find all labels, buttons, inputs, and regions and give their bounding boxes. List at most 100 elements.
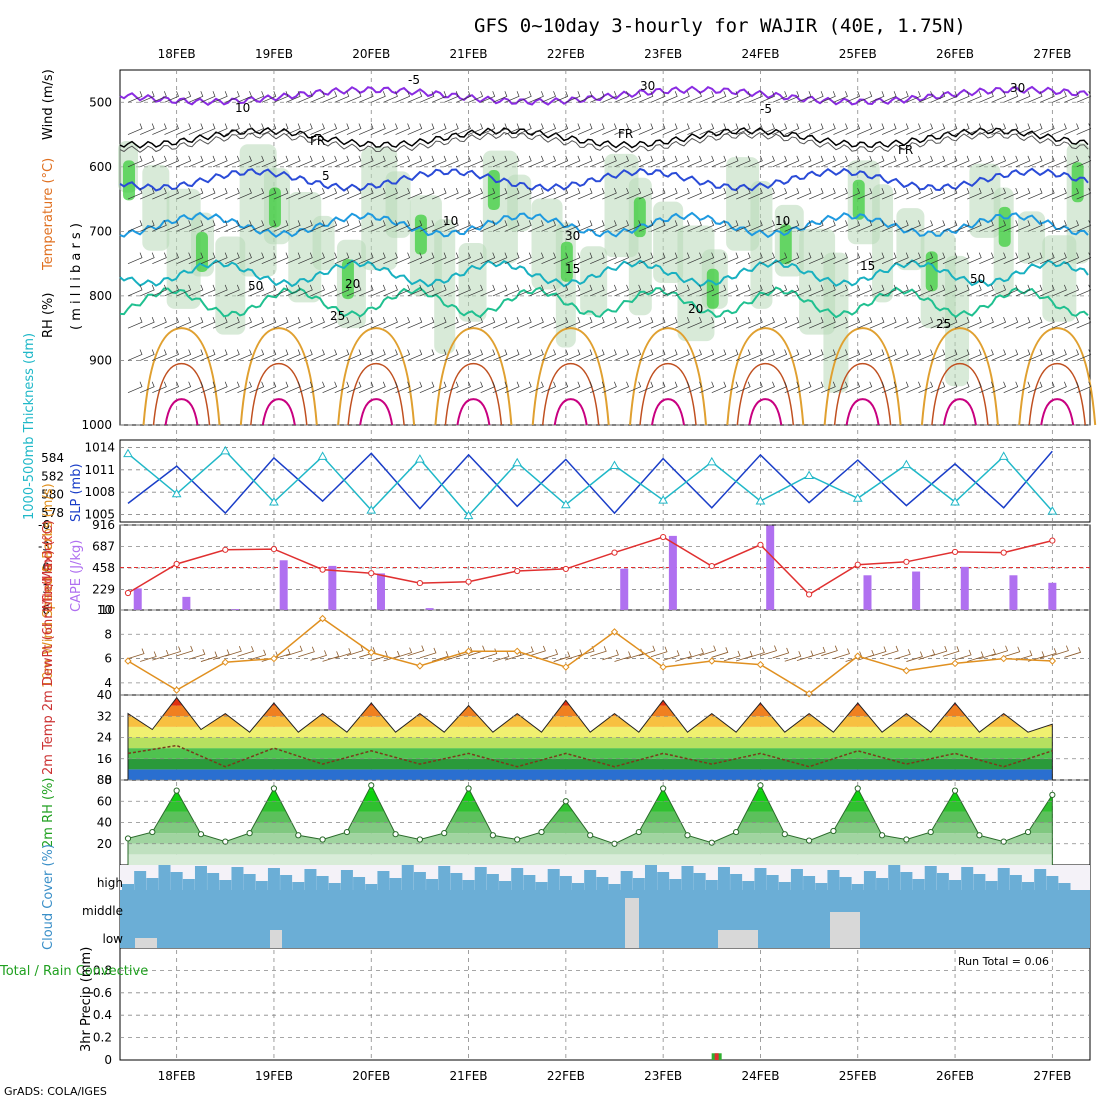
wind-barb xyxy=(237,91,252,103)
thickness-line-point xyxy=(852,493,863,502)
wind-barb xyxy=(881,123,897,135)
cloud-high-bar xyxy=(401,865,414,890)
wind-barb xyxy=(1003,220,1019,232)
wind-barb xyxy=(1052,187,1067,200)
wind10m-barb xyxy=(881,645,899,657)
wind-barb xyxy=(261,187,277,200)
rh-point xyxy=(854,785,861,792)
wind-barb xyxy=(407,155,423,168)
wind-barb xyxy=(395,381,411,394)
wind-barb xyxy=(200,123,216,135)
temperature-panel: 40 32 24 16 8 xyxy=(97,688,1090,787)
wind-barb xyxy=(322,220,338,232)
wind-barb xyxy=(152,91,167,103)
wind-barb xyxy=(748,91,763,103)
wind-barb xyxy=(967,220,982,232)
wind-barb xyxy=(200,284,216,297)
wind-barb xyxy=(261,349,277,361)
wind-barb xyxy=(857,317,873,329)
wind-barb xyxy=(1040,349,1055,361)
wind-barb xyxy=(748,252,763,264)
wind-barb xyxy=(1052,91,1067,103)
wind-barb xyxy=(176,349,192,361)
wind-barb xyxy=(784,349,800,361)
wind-barb xyxy=(979,252,994,264)
wind-barb xyxy=(358,381,374,394)
wind-barb xyxy=(553,252,569,264)
wind-barb xyxy=(225,155,240,168)
isotherm-30-arch xyxy=(651,398,686,426)
wind-barb xyxy=(140,155,155,168)
wind-barb xyxy=(711,317,727,329)
wind-barb xyxy=(735,220,751,232)
wind-barb xyxy=(553,349,569,361)
precip-panel: 0.8 0.6 0.4 0.2 0 xyxy=(93,963,1090,1067)
wind-barb xyxy=(991,155,1006,168)
wind-barb xyxy=(663,91,678,103)
wind-barb xyxy=(188,187,204,200)
wind-barb xyxy=(529,381,544,394)
isotherm-freezing xyxy=(119,127,1089,149)
wind-barb xyxy=(164,284,179,297)
wind-barb xyxy=(383,252,398,264)
wind-barb xyxy=(444,91,459,103)
cloud-level-middle: middle xyxy=(82,904,123,918)
wind-barb xyxy=(431,252,447,264)
wind-barb xyxy=(906,187,921,200)
wind-barb xyxy=(845,349,861,361)
wind-barb xyxy=(687,187,702,200)
wind10m-barb xyxy=(808,646,826,658)
wind-barb xyxy=(212,317,228,329)
wind-barb xyxy=(504,187,520,200)
wind-barb xyxy=(346,252,362,264)
pressure-panel: 1014 1011 1008 1005 584 582 580 578 xyxy=(41,440,1090,522)
rh-blob xyxy=(1018,211,1046,264)
wind-barb xyxy=(881,91,897,103)
wind10m-barb xyxy=(322,651,340,662)
wind-barb xyxy=(188,349,204,361)
thickness-line-point xyxy=(609,460,620,470)
cloud-high-bar xyxy=(426,879,439,890)
cloud-high-bar xyxy=(328,883,341,890)
rh-point xyxy=(951,787,959,794)
wind-barb xyxy=(723,381,739,394)
wind-barb xyxy=(188,381,204,394)
wind-barb xyxy=(1027,349,1043,361)
temp-band xyxy=(128,748,1053,759)
wind-barb xyxy=(285,349,301,361)
wind-barb xyxy=(772,123,788,135)
wind-barb xyxy=(541,187,556,200)
wind-barb xyxy=(285,284,301,297)
wind-barb xyxy=(188,284,204,297)
lifted-index-line-point xyxy=(562,565,569,573)
rh-blob xyxy=(215,236,246,335)
wind-barb xyxy=(285,220,301,232)
wind-tick: 6 xyxy=(104,652,112,666)
cloud-high-bar xyxy=(644,865,657,890)
wind-barb xyxy=(419,91,435,103)
rh-core xyxy=(925,251,938,292)
wind-barb xyxy=(614,123,629,135)
temp-band xyxy=(128,726,1053,738)
wind-barb xyxy=(1015,349,1031,361)
date-label-bottom: 22FEB xyxy=(547,1069,585,1083)
wind-barb xyxy=(212,284,228,297)
wind-barb xyxy=(140,284,155,297)
temp-tick: 32 xyxy=(97,709,112,723)
wind-barb xyxy=(565,220,581,232)
wind-barb xyxy=(760,381,775,394)
wind-barb xyxy=(711,155,727,168)
wind-barb xyxy=(942,381,958,394)
wind-barb xyxy=(614,91,629,103)
wind10m-barb xyxy=(480,648,498,659)
wind-barb xyxy=(1064,123,1079,135)
wind-barb xyxy=(127,91,143,103)
cloud-high-bar xyxy=(231,867,244,890)
wind10m-barb xyxy=(395,647,413,658)
wind-barb xyxy=(930,317,946,329)
wind-barb xyxy=(687,252,702,264)
wind-barb xyxy=(869,187,885,200)
rh-point xyxy=(392,831,399,838)
wind-barb xyxy=(492,91,508,103)
cloud-high-bar xyxy=(693,873,706,890)
